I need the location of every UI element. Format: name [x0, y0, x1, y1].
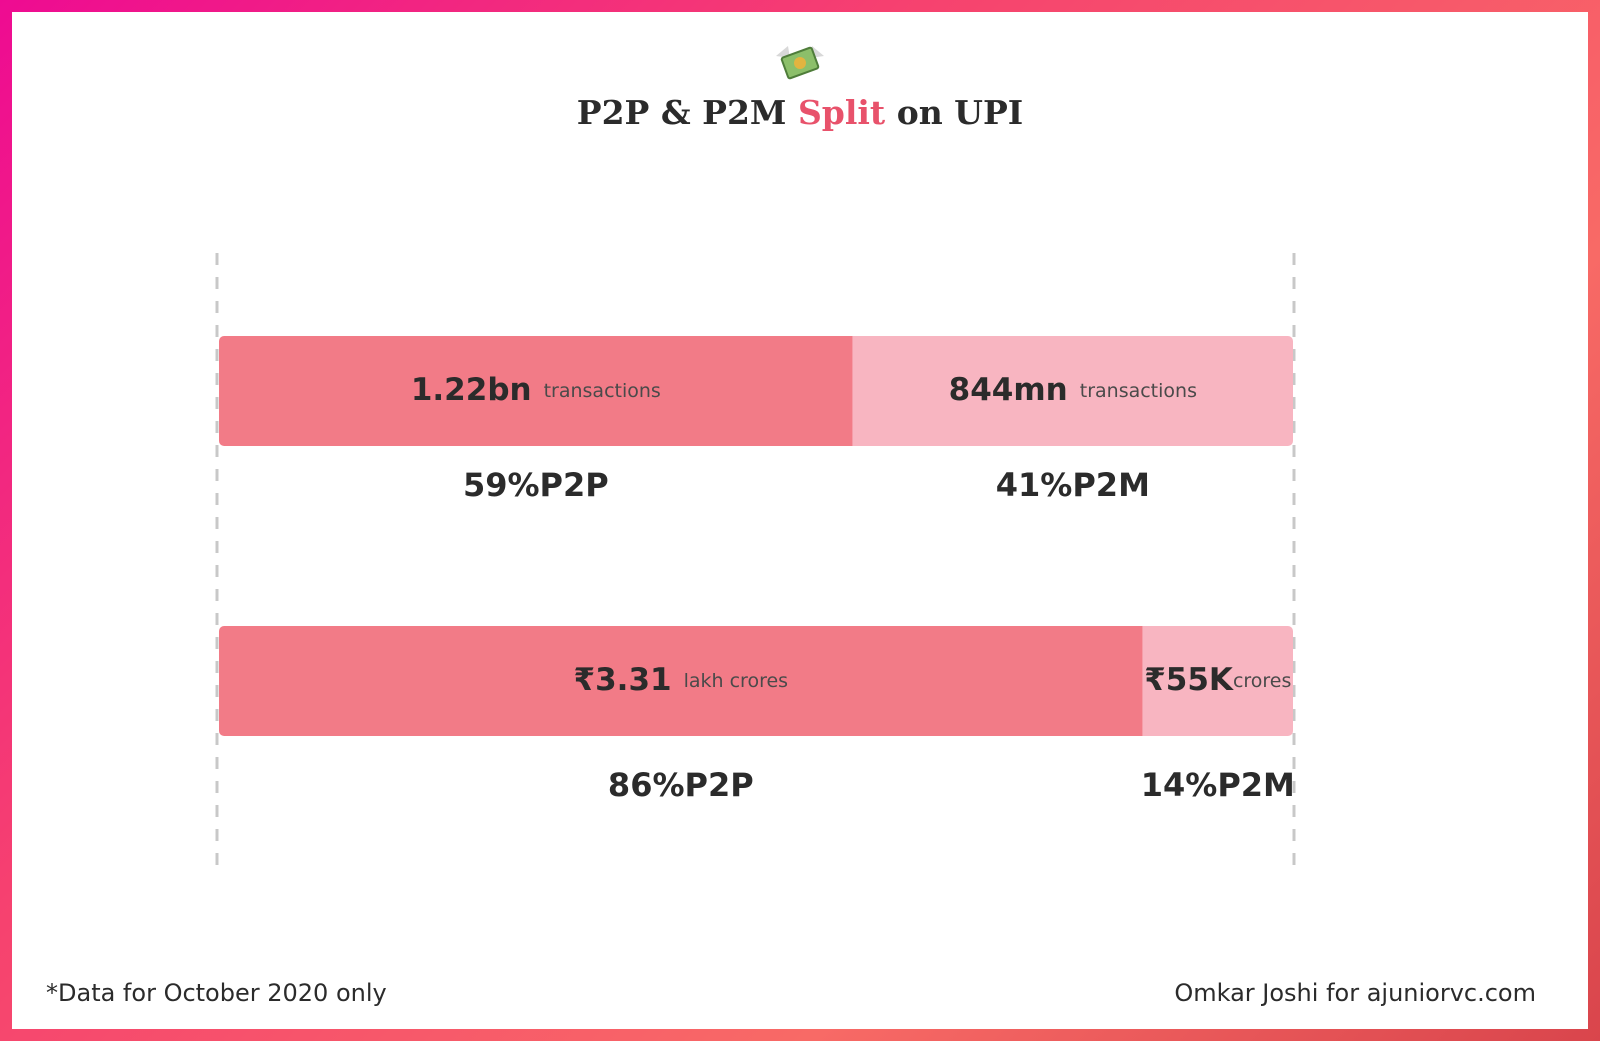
percent: 86% — [608, 766, 685, 804]
percent: 14% — [1141, 766, 1218, 804]
bar-segment — [1142, 626, 1293, 736]
title-highlight: Split — [798, 93, 886, 132]
series-name: P2M — [1217, 766, 1295, 804]
percent-label: 14%P2M — [1141, 766, 1295, 804]
title-part: on UPI — [897, 93, 1024, 132]
series-name: P2P — [685, 766, 754, 804]
series-name: P2P — [540, 466, 609, 504]
amount: ₹3.31 — [574, 662, 672, 698]
percent: 59% — [463, 466, 540, 504]
amount-label: ₹3.31 lakh crores — [574, 662, 789, 698]
percent: 41% — [996, 466, 1073, 504]
card — [12, 12, 1588, 1029]
amount-label: ₹55Kcrores — [1144, 662, 1291, 698]
amount-label: 844mn transactions — [949, 372, 1197, 408]
unit: crores — [1233, 670, 1291, 692]
bar-segment — [219, 336, 853, 446]
unit: lakh crores — [684, 670, 788, 692]
percent-label: 59%P2P — [463, 466, 609, 504]
bar-segment — [852, 336, 1293, 446]
percent-label: 86%P2P — [608, 766, 754, 804]
unit: transactions — [1080, 380, 1197, 402]
amount: 844mn — [949, 372, 1068, 408]
footnote: *Data for October 2020 only — [46, 979, 387, 1007]
chart-title: P2P & P2M Split on UPI — [577, 93, 1023, 132]
amount: 1.22bn — [411, 372, 532, 408]
amount-label: 1.22bn transactions — [411, 372, 661, 408]
percent-label: 41%P2M — [996, 466, 1150, 504]
title-part: P2P & P2M — [577, 93, 787, 132]
series-name: P2M — [1072, 466, 1150, 504]
money-icon — [776, 46, 824, 80]
unit: transactions — [544, 380, 661, 402]
amount: ₹55K — [1144, 662, 1234, 698]
bar-segment — [219, 626, 1143, 736]
credit: Omkar Joshi for ajuniorvc.com — [1174, 979, 1536, 1007]
